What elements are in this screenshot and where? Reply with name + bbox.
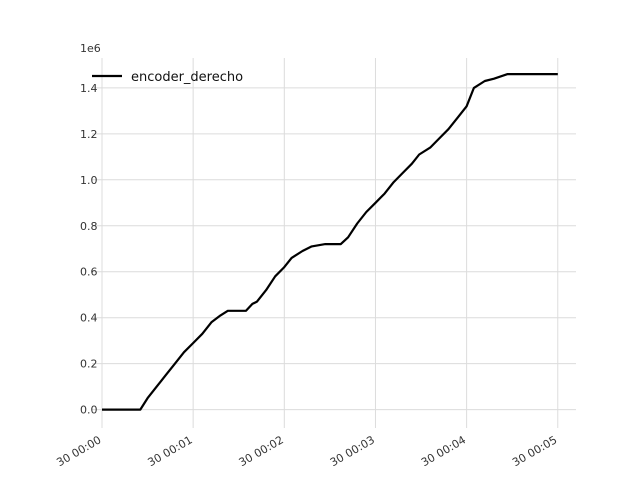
y-scale-label: 1e6	[80, 42, 101, 55]
grid	[92, 58, 576, 428]
y-tick-label: 0.4	[80, 312, 98, 325]
x-tick-label: 30 00:02	[237, 433, 286, 469]
y-tick-label: 1.0	[80, 174, 98, 187]
y-tick-label: 0.0	[80, 404, 98, 417]
y-tick-label: 0.6	[80, 266, 98, 279]
series-layer	[102, 72, 558, 411]
y-tick-label: 1.2	[80, 128, 98, 141]
y-axis: 0.0 0.2 0.4 0.6 0.8 1.0 1.2 1.4	[80, 82, 98, 417]
x-axis: 30 00:00 30 00:01 30 00:02 30 00:03 30 00:04…	[54, 433, 559, 469]
y-tick-label: 1.4	[80, 82, 98, 95]
x-tick-label: 30 00:00	[54, 433, 103, 469]
x-tick-label: 30 00:05	[510, 433, 559, 469]
x-tick-label: 30 00:01	[146, 433, 195, 469]
legend-label: encoder_derecho	[131, 70, 243, 85]
x-tick-label: 30 00:04	[419, 433, 468, 469]
y-tick-label: 0.8	[80, 220, 98, 233]
series-line-encoder_derecho	[102, 72, 558, 411]
legend: encoder_derecho	[92, 70, 243, 85]
x-tick-label: 30 00:03	[328, 433, 377, 469]
y-tick-label: 0.2	[80, 358, 98, 371]
